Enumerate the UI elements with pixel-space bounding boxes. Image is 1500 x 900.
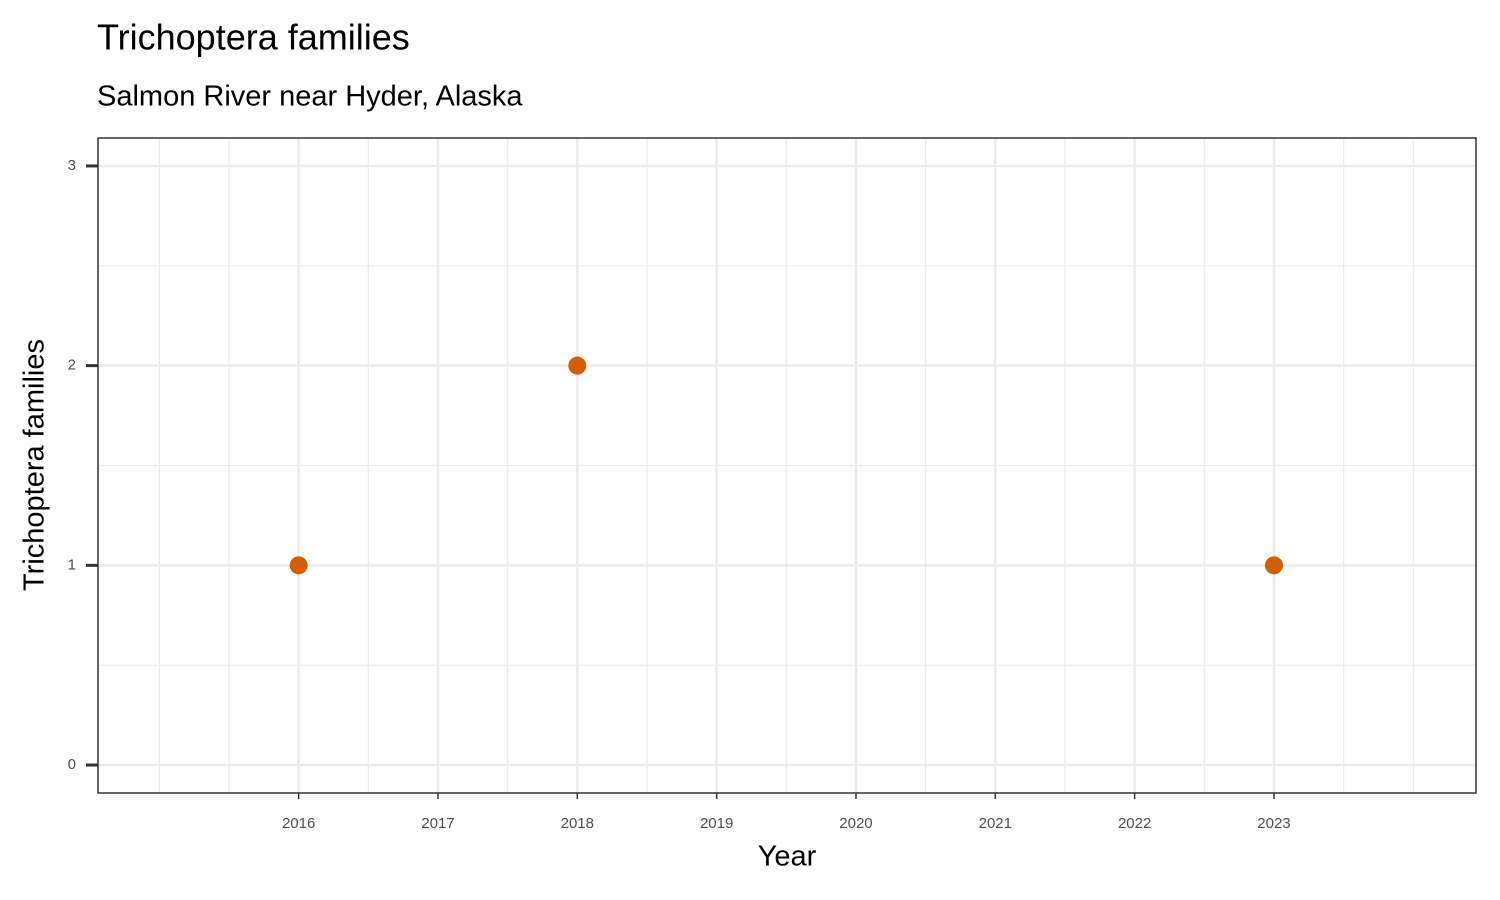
y-tick-label: 0 [68, 756, 76, 773]
y-tick-label: 2 [68, 357, 76, 374]
x-axis-title: Year [758, 841, 817, 873]
point [1264, 556, 1283, 575]
x-tick-label: 2022 [1118, 815, 1151, 832]
marks [289, 356, 1283, 575]
x-tick-label: 2018 [561, 815, 594, 832]
chart-subtitle: Salmon River near Hyder, Alaska [97, 81, 523, 113]
x-tick-label: 2020 [839, 815, 872, 832]
panel-border [97, 137, 1477, 794]
point [568, 356, 587, 375]
x-tick-label: 2016 [282, 815, 315, 832]
x-tick-label: 2019 [700, 815, 733, 832]
x-tick-label: 2023 [1257, 815, 1290, 832]
chart-title: Trichoptera families [97, 17, 410, 58]
grid [98, 138, 1476, 793]
point [289, 556, 308, 575]
y-tick-label: 3 [68, 157, 76, 174]
x-tick-label: 2017 [421, 815, 454, 832]
y-axis-title: Trichoptera families [19, 339, 51, 591]
y-tick-label: 1 [68, 556, 76, 573]
x-tick-label: 2021 [979, 815, 1012, 832]
